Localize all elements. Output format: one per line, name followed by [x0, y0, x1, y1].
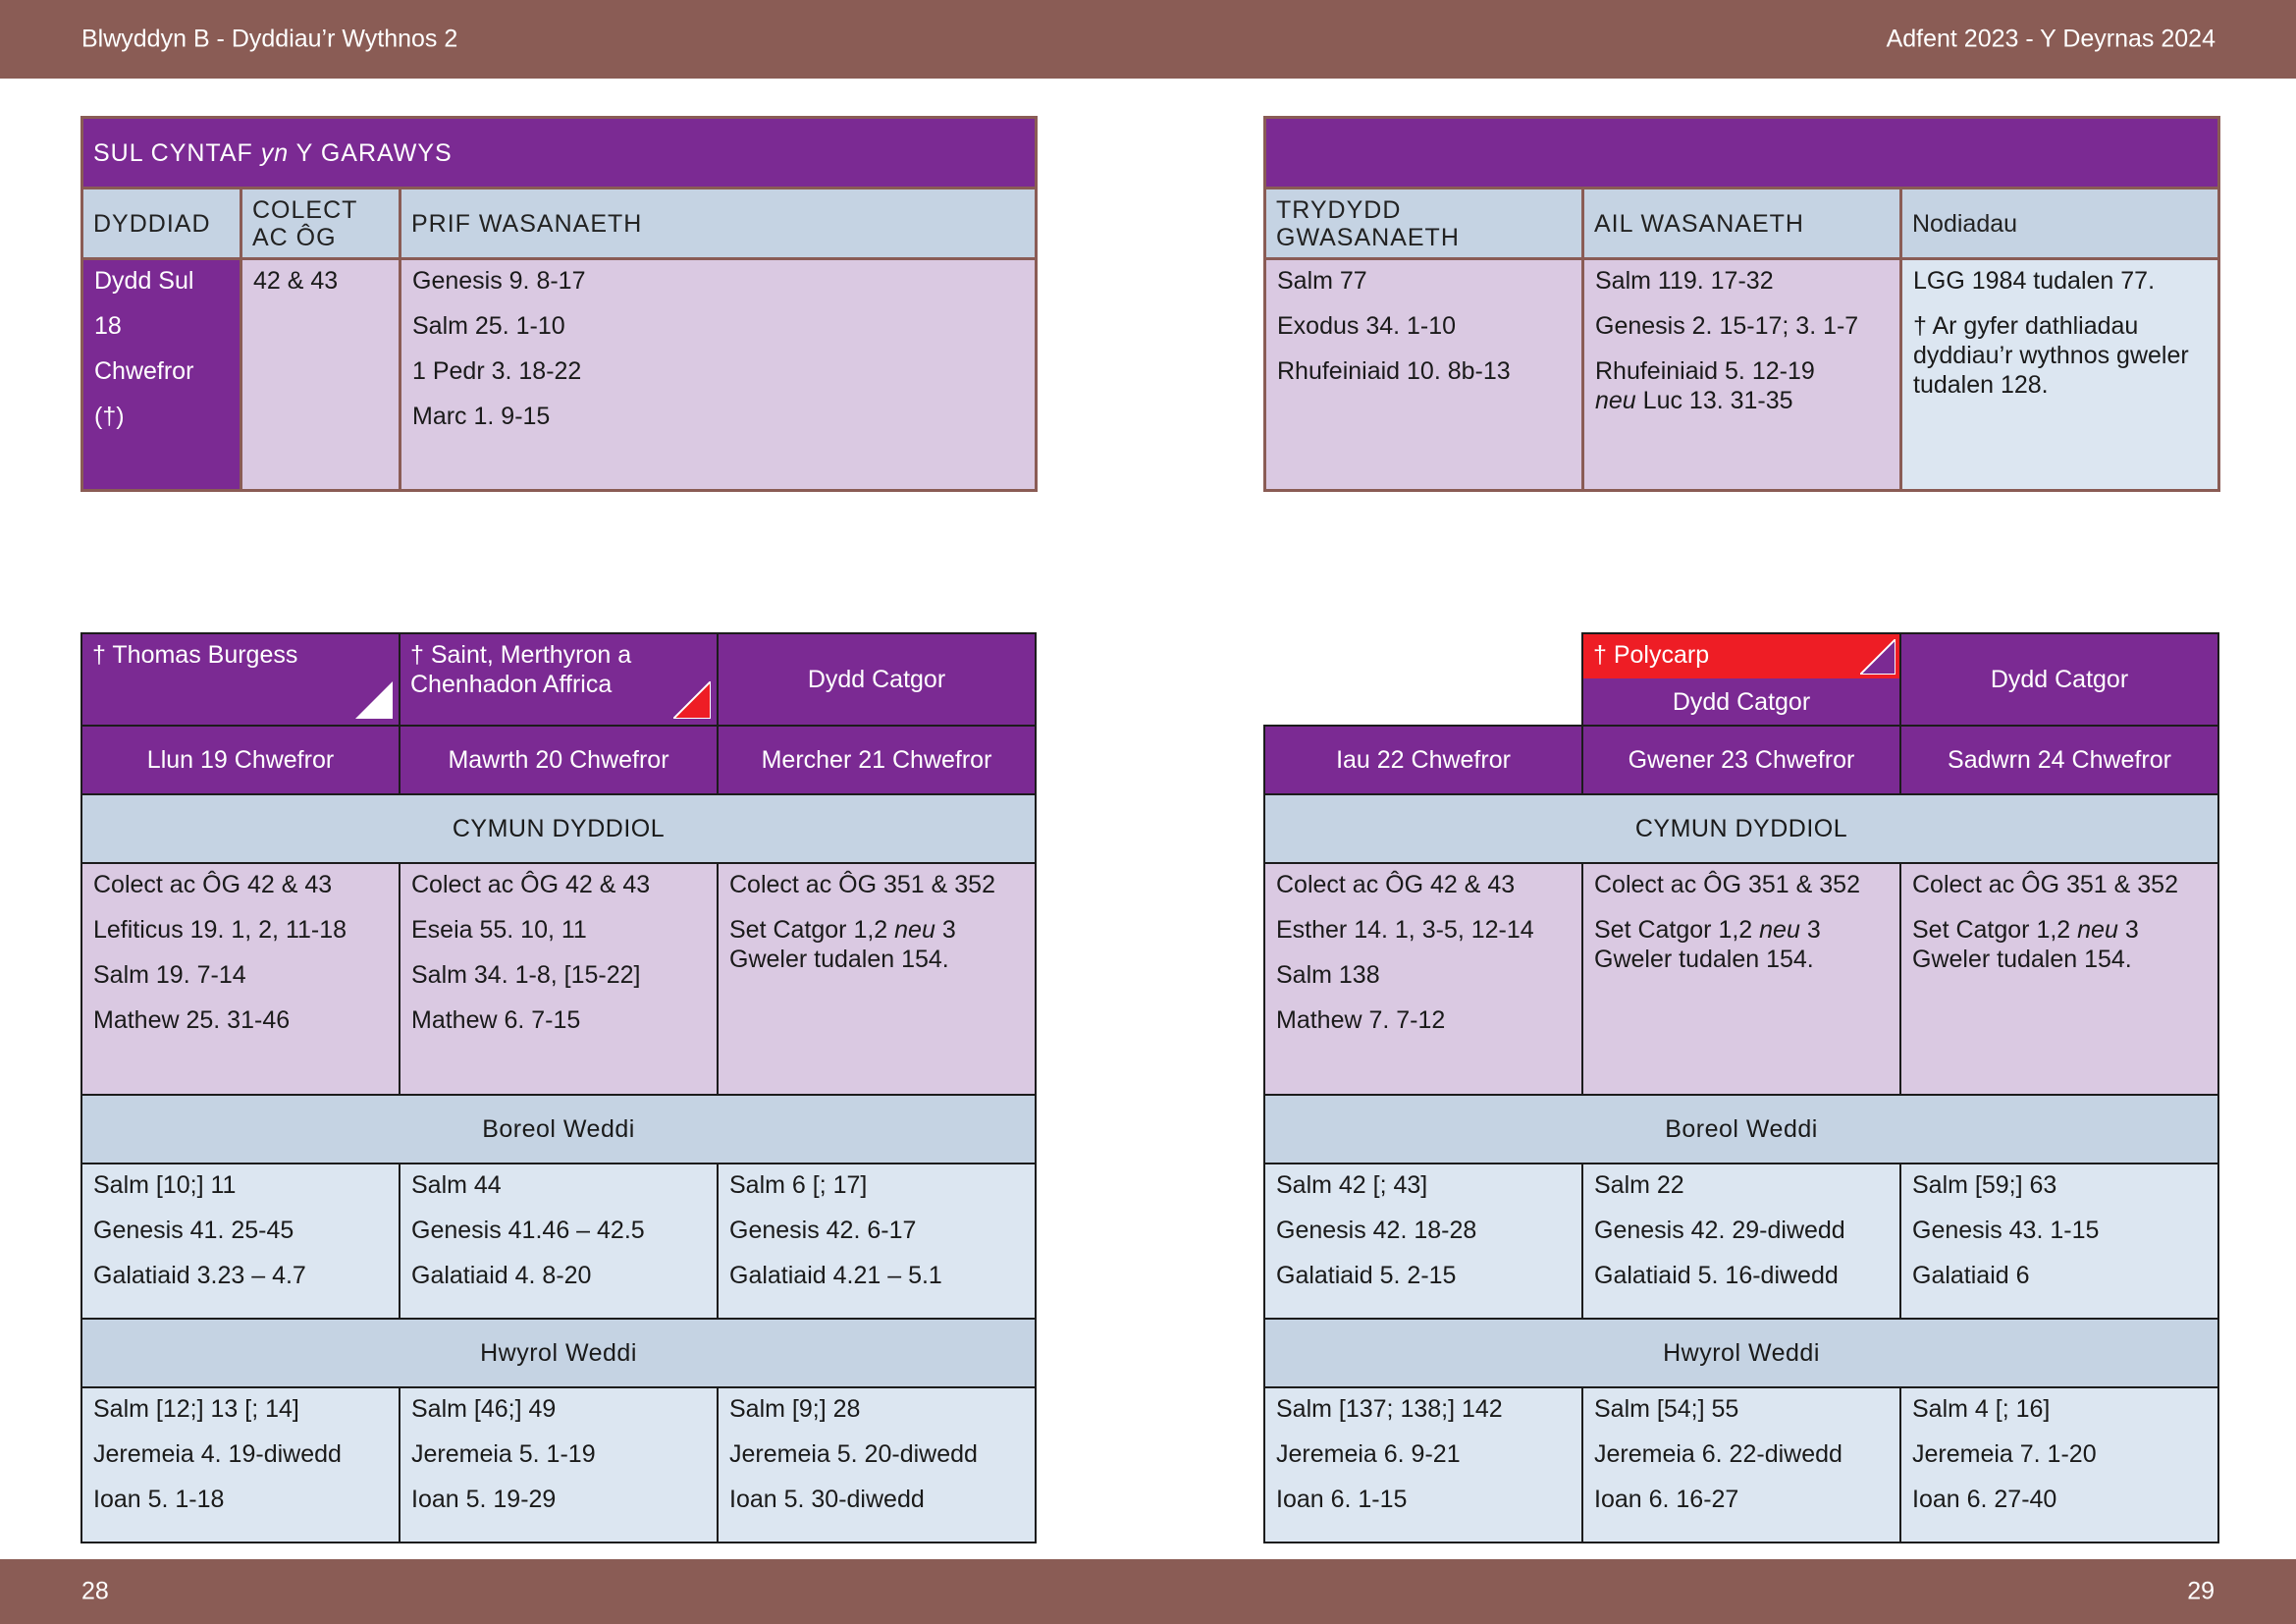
running-header: Blwyddyn B - Dyddiau’r Wythnos 2 Adfent … — [0, 0, 2296, 79]
communion-saturday: Colect ac ÔG 351 & 352 Set Catgor 1,2 ne… — [1899, 862, 2219, 1096]
white-triangle-icon — [355, 681, 393, 719]
evening-monday: Salm [12;] 13 [; 14] Jeremeia 4. 19-diwe… — [80, 1386, 400, 1543]
commemoration-friday: † Polycarp — [1581, 632, 1901, 678]
evening-wednesday: Salm [9;] 28 Jeremeia 5. 20-diwedd Ioan … — [717, 1386, 1037, 1543]
communion-tuesday: Colect ac ÔG 42 & 43 Eseia 55. 10, 11 Sa… — [399, 862, 719, 1096]
sunday-title-band — [1263, 116, 2220, 189]
header-date: DYDDIAD — [80, 187, 242, 260]
evening-tuesday: Salm [46;] 49 Jeremeia 5. 1-19 Ioan 5. 1… — [399, 1386, 719, 1543]
morning-monday: Salm [10;] 11 Genesis 41. 25-45 Galatiai… — [80, 1163, 400, 1320]
section-morning-right: Boreol Weddi — [1263, 1094, 2219, 1164]
morning-saturday: Salm [59;] 63 Genesis 43. 1-15 Galatiaid… — [1899, 1163, 2219, 1320]
sunday-title: SUL CYNTAF yn Y GARAWYS — [80, 116, 1038, 189]
communion-friday: Colect ac ÔG 351 & 352 Set Catgor 1,2 ne… — [1581, 862, 1901, 1096]
purple-triangle-icon — [1860, 639, 1896, 675]
sunday-principal: Genesis 9. 8-17 Salm 25. 1-10 1 Pedr 3. … — [399, 257, 1038, 492]
commemoration-tuesday: † Saint, Merthyron a Chenhadon Affrica — [399, 632, 719, 727]
sunday-collect: 42 & 43 — [240, 257, 401, 492]
observance-friday: Dydd Catgor — [1581, 678, 1901, 727]
commemoration-monday: † Thomas Burgess — [80, 632, 400, 727]
day-wednesday: Mercher 21 Chwefror — [717, 725, 1037, 795]
section-morning-left: Boreol Weddi — [80, 1094, 1037, 1164]
running-header-right: Adfent 2023 - Y Deyrnas 2024 — [1886, 25, 2216, 53]
observance-wednesday: Dydd Catgor — [717, 632, 1037, 727]
observance-saturday: Dydd Catgor — [1899, 632, 2219, 727]
header-collect: COLECT AC ÔG — [240, 187, 401, 260]
sunday-table-right: TRYDYDD GWASANAETH AIL WASANAETH Nodiada… — [1263, 116, 2220, 492]
day-friday: Gwener 23 Chwefror — [1581, 725, 1901, 795]
day-thursday: Iau 22 Chwefror — [1263, 725, 1583, 795]
morning-tuesday: Salm 44 Genesis 41.46 – 42.5 Galatiaid 4… — [399, 1163, 719, 1320]
sunday-table-left: SUL CYNTAF yn Y GARAWYS DYDDIAD COLECT A… — [80, 116, 1038, 492]
evening-saturday: Salm 4 [; 16] Jeremeia 7. 1-20 Ioan 6. 2… — [1899, 1386, 2219, 1543]
weekday-table-right: † Polycarp Dydd Catgor Dydd Catgor Iau 2… — [1263, 632, 2219, 1543]
section-evening-left: Hwyrol Weddi — [80, 1318, 1037, 1388]
header-third-service: TRYDYDD GWASANAETH — [1263, 187, 1584, 260]
day-monday: Llun 19 Chwefror — [80, 725, 400, 795]
sunday-third-service: Salm 77 Exodus 34. 1-10 Rhufeiniaid 10. … — [1263, 257, 1584, 492]
header-principal: PRIF WASANAETH — [399, 187, 1038, 260]
communion-thursday: Colect ac ÔG 42 & 43 Esther 14. 1, 3-5, … — [1263, 862, 1583, 1096]
page-number-left: 28 — [81, 1577, 109, 1605]
morning-friday: Salm 22 Genesis 42. 29-diwedd Galatiaid … — [1581, 1163, 1901, 1320]
section-communion-right: CYMUN DYDDIOL — [1263, 793, 2219, 864]
red-triangle-icon — [673, 681, 711, 719]
day-saturday: Sadwrn 24 Chwefror — [1899, 725, 2219, 795]
morning-wednesday: Salm 6 [; 17] Genesis 42. 6-17 Galatiaid… — [717, 1163, 1037, 1320]
communion-monday: Colect ac ÔG 42 & 43 Lefiticus 19. 1, 2,… — [80, 862, 400, 1096]
section-evening-right: Hwyrol Weddi — [1263, 1318, 2219, 1388]
sunday-second-service: Salm 119. 17-32 Genesis 2. 15-17; 3. 1-7… — [1581, 257, 1902, 492]
sunday-notes: LGG 1984 tudalen 77. † Ar gyfer dathliad… — [1899, 257, 2220, 492]
sunday-date: Dydd Sul 18 Chwefror (†) — [80, 257, 242, 492]
page-number-right: 29 — [2187, 1577, 2215, 1605]
running-header-left: Blwyddyn B - Dyddiau’r Wythnos 2 — [81, 25, 458, 53]
running-footer: 28 29 — [0, 1559, 2296, 1624]
weekday-table-left: † Thomas Burgess † Saint, Merthyron a Ch… — [80, 632, 1037, 1543]
evening-friday: Salm [54;] 55 Jeremeia 6. 22-diwedd Ioan… — [1581, 1386, 1901, 1543]
header-second-service: AIL WASANAETH — [1581, 187, 1902, 260]
communion-wednesday: Colect ac ÔG 351 & 352 Set Catgor 1,2 ne… — [717, 862, 1037, 1096]
evening-thursday: Salm [137; 138;] 142 Jeremeia 6. 9-21 Io… — [1263, 1386, 1583, 1543]
section-communion-left: CYMUN DYDDIOL — [80, 793, 1037, 864]
day-tuesday: Mawrth 20 Chwefror — [399, 725, 719, 795]
header-notes: Nodiadau — [1899, 187, 2220, 260]
morning-thursday: Salm 42 [; 43] Genesis 42. 18-28 Galatia… — [1263, 1163, 1583, 1320]
